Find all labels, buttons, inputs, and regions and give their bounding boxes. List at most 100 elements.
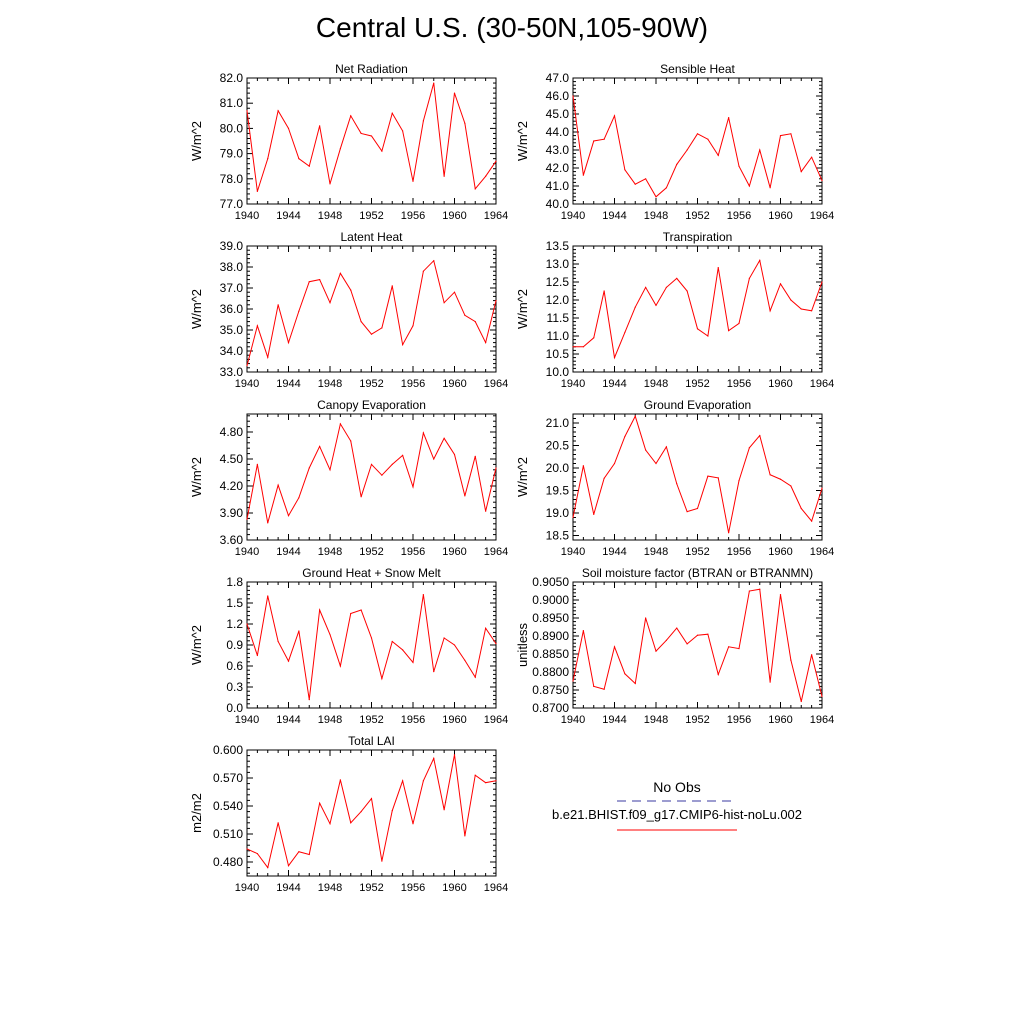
x-tick-label: 1964	[484, 210, 508, 222]
data-point	[412, 823, 414, 825]
series-line	[572, 95, 823, 198]
panel-title: Net Radiation	[335, 62, 408, 76]
y-tick-label: 45.0	[546, 107, 570, 121]
data-point	[422, 594, 424, 596]
data-point	[717, 154, 719, 156]
data-point	[319, 609, 321, 611]
data-point	[645, 178, 647, 180]
data-point	[391, 640, 393, 643]
data-point	[676, 627, 678, 629]
data-point	[593, 513, 595, 515]
y-tick-label: 0.8750	[532, 683, 569, 697]
data-point	[381, 150, 383, 152]
data-point	[603, 477, 605, 479]
y-tick-label: 0.480	[213, 855, 243, 869]
y-axis-label: W/m^2	[189, 121, 204, 161]
data-point	[593, 140, 595, 142]
series-line	[573, 259, 823, 360]
data-point	[676, 483, 678, 485]
data-point	[790, 133, 792, 135]
series-line	[246, 259, 497, 366]
y-tick-label: 34.0	[220, 344, 244, 358]
x-tick-label: 1964	[484, 882, 508, 894]
data-point	[277, 304, 279, 306]
data-point	[474, 188, 476, 190]
x-tick-label: 1952	[359, 378, 383, 390]
panel-title: Transpiration	[663, 230, 733, 244]
data-point	[800, 171, 802, 173]
y-tick-label: 39.0	[220, 239, 244, 253]
y-tick-label: 36.0	[220, 302, 244, 316]
data-point	[495, 300, 497, 302]
x-tick-label: 1956	[401, 714, 425, 726]
data-point	[329, 823, 331, 825]
data-point	[308, 281, 310, 283]
y-tick-label: 44.0	[546, 125, 570, 139]
data-point	[769, 310, 771, 312]
data-point	[779, 283, 782, 285]
x-tick-label: 1948	[644, 210, 668, 222]
data-point	[267, 595, 269, 597]
data-point	[665, 286, 667, 288]
data-point	[360, 132, 362, 135]
x-tick-label: 1948	[644, 714, 668, 726]
data-point	[582, 465, 584, 467]
panel-title: Soil moisture factor (BTRAN or BTRANMN)	[582, 566, 813, 580]
y-tick-label: 33.0	[220, 365, 244, 379]
y-tick-label: 46.0	[546, 89, 570, 103]
y-axis-label: unitless	[515, 622, 530, 667]
panel-title: Sensible Heat	[660, 62, 735, 76]
x-tick-label: 1940	[235, 378, 259, 390]
data-point	[811, 654, 813, 656]
data-point	[319, 445, 321, 447]
data-point	[412, 325, 414, 327]
data-point	[748, 447, 750, 449]
y-axis-label: m2/m2	[189, 793, 204, 833]
panel-frame	[572, 77, 823, 205]
y-tick-label: 80.0	[220, 121, 244, 135]
data-point	[360, 811, 362, 813]
y-tick-label: 0.6	[226, 659, 243, 673]
data-point	[572, 95, 574, 97]
data-point	[329, 633, 331, 636]
data-point	[246, 110, 248, 112]
data-point	[474, 455, 476, 457]
x-tick-label: 1944	[276, 378, 300, 390]
y-tick-label: 4.20	[220, 479, 244, 493]
y-tick-label: 42.0	[546, 161, 570, 175]
data-point	[391, 285, 393, 287]
data-point	[707, 335, 709, 337]
x-tick-label: 1960	[768, 210, 792, 222]
data-point	[433, 671, 435, 673]
x-tick-label: 1960	[768, 714, 792, 726]
y-tick-label: 0.600	[213, 743, 243, 757]
data-point	[800, 700, 802, 703]
data-point	[298, 158, 300, 160]
data-point	[339, 147, 341, 150]
data-point	[443, 437, 445, 439]
legend-model-label: b.e21.BHIST.f09_g17.CMIP6-hist-noLu.002	[551, 807, 803, 822]
y-axis-label: W/m^2	[515, 121, 530, 161]
x-tick-label: 1944	[276, 882, 300, 894]
x-tick-label: 1944	[602, 210, 626, 222]
y-tick-label: 38.0	[220, 260, 244, 274]
data-point	[422, 120, 424, 122]
x-tick-label: 1956	[727, 714, 751, 726]
data-point	[676, 277, 678, 279]
x-tick-label: 1960	[442, 546, 466, 558]
data-point	[319, 279, 321, 281]
y-tick-label: 0.9	[226, 638, 243, 652]
x-tick-label: 1944	[602, 546, 626, 558]
x-tick-label: 1964	[810, 546, 834, 558]
y-tick-label: 19.0	[546, 506, 570, 520]
data-point	[593, 685, 595, 688]
data-point	[572, 680, 574, 682]
data-point	[381, 327, 383, 329]
series-line	[246, 422, 497, 524]
x-tick-label: 1940	[235, 714, 259, 726]
data-point	[485, 342, 487, 344]
data-point	[728, 330, 730, 332]
x-tick-label: 1948	[318, 378, 342, 390]
data-point	[634, 306, 636, 308]
y-tick-label: 1.8	[226, 575, 243, 589]
